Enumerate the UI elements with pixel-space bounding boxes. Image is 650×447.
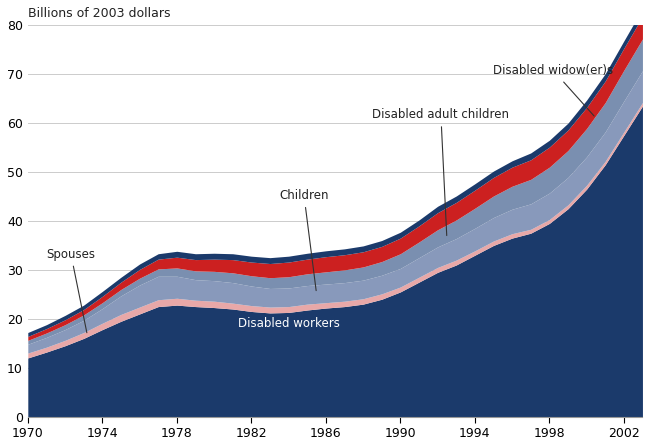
Text: Disabled widow(er)s: Disabled widow(er)s — [493, 64, 614, 116]
Text: Children: Children — [280, 189, 329, 291]
Text: Billions of 2003 dollars: Billions of 2003 dollars — [28, 7, 170, 20]
Text: Disabled workers: Disabled workers — [238, 317, 339, 330]
Text: Spouses: Spouses — [46, 248, 96, 333]
Text: Disabled adult children: Disabled adult children — [372, 108, 510, 236]
